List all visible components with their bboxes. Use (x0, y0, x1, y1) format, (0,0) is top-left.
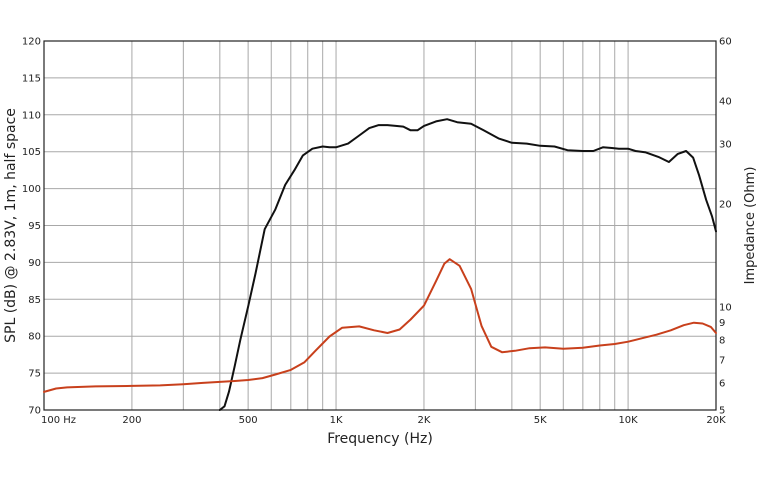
impedance-curve (43, 258, 717, 393)
y-tick-label: 85 (28, 295, 41, 306)
x-tick-label: 5K (534, 415, 547, 426)
grid-layer (43, 40, 717, 411)
x-tick-label: 500 (239, 415, 258, 426)
tick-layer: 70 75 80 85 90 95 100 105 110 115 120 5 6 7 8 9 10 20 30 40… (22, 37, 732, 427)
y-tick-label: 75 (28, 369, 41, 380)
series-layer (43, 118, 717, 411)
y2-tick-label: 20 (719, 200, 732, 211)
y2-tick-label: 7 (719, 356, 725, 367)
y2-tick-label: 6 (719, 378, 725, 389)
y2-tick-label: 60 (719, 37, 732, 48)
x-tick-label: 2K (417, 415, 430, 426)
y-tick-label: 95 (28, 221, 41, 232)
x-tick-label: 200 (122, 415, 141, 426)
y-tick-label: 115 (22, 73, 41, 84)
y-tick-label: 105 (22, 147, 41, 158)
y-tick-label: 70 (28, 406, 41, 417)
y2-tick-label: 8 (719, 336, 725, 347)
plot-border (43, 40, 717, 411)
x-tick-label: 100 Hz (41, 415, 76, 426)
y2-tick-label: 5 (719, 406, 725, 417)
y-tick-label: 100 (22, 184, 41, 195)
x-axis-title: Frequency (Hz) (327, 431, 433, 447)
y-axis-title: SPL (dB) @ 2.83V, 1m, half space (3, 108, 19, 343)
y2-tick-label: 10 (719, 303, 732, 314)
y-tick-label: 80 (28, 332, 41, 343)
y-tick-label: 120 (22, 37, 41, 48)
y2-axis-title: Impedance (Ohm) (743, 167, 758, 285)
y2-tick-label: 40 (719, 97, 732, 108)
y2-tick-label: 9 (719, 318, 725, 329)
spl-curve (218, 118, 717, 411)
y2-tick-label: 30 (719, 139, 732, 150)
y-tick-label: 90 (28, 258, 41, 269)
x-tick-label: 10K (618, 415, 638, 426)
y-tick-label: 110 (22, 110, 41, 121)
x-tick-label: 20K (706, 415, 726, 426)
plot-frame (43, 40, 717, 411)
x-tick-label: 1K (330, 415, 343, 426)
